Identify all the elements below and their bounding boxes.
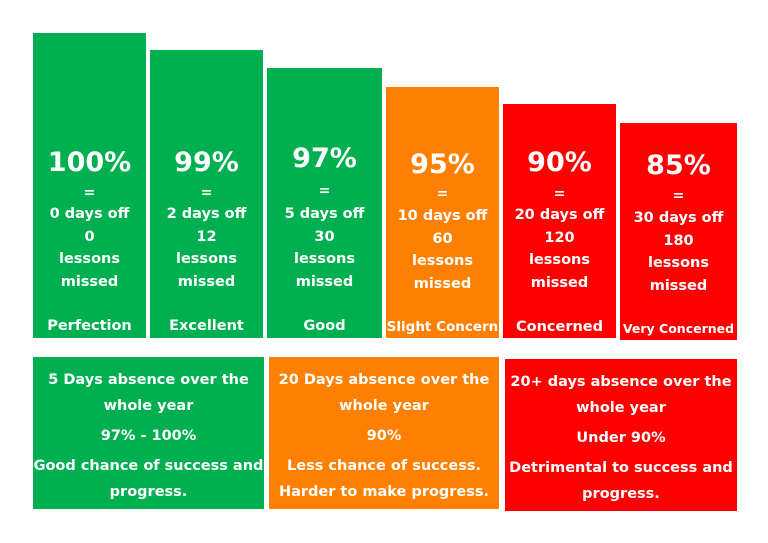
attendance-percent: 95% bbox=[410, 149, 475, 180]
attendance-rating: Good bbox=[303, 318, 346, 334]
equals-sign: = bbox=[200, 185, 213, 201]
attendance-rating: Perfection bbox=[47, 318, 132, 334]
summary-heading: 20 Days absence over the whole year bbox=[269, 357, 499, 419]
days-off: 2 days off bbox=[166, 206, 247, 222]
equals-sign: = bbox=[83, 185, 96, 201]
attendance-rating: Concerned bbox=[515, 319, 604, 335]
absence-detail: 30 days off 180 lessons missed bbox=[620, 207, 737, 297]
days-off: 10 days off bbox=[397, 208, 488, 224]
attendance-percent: 97% bbox=[292, 143, 357, 174]
summary-range: Under 90% bbox=[576, 430, 666, 446]
attendance-bar-100: 100% = 0 days off 0 lessons missed Perfe… bbox=[33, 33, 146, 338]
lessons-label: lessons bbox=[529, 252, 590, 268]
summary-heading: 20+ days absence over the whole year bbox=[505, 359, 737, 421]
lessons-count: 12 bbox=[196, 228, 217, 245]
attendance-percent: 100% bbox=[47, 147, 132, 178]
summary-outcome: Good chance of success and progress. bbox=[33, 453, 264, 505]
summary-outcome-line: Good chance of success and bbox=[33, 458, 264, 474]
attendance-percent: 99% bbox=[174, 147, 239, 178]
missed-label: missed bbox=[295, 273, 354, 290]
lessons-count: 180 bbox=[663, 232, 694, 249]
lessons-label: lessons bbox=[59, 251, 120, 267]
attendance-rating: Excellent bbox=[169, 318, 244, 334]
summary-outcome: Detrimental to success and progress. bbox=[505, 455, 737, 507]
summary-box-good: 5 Days absence over the whole year 97% -… bbox=[33, 357, 264, 509]
days-off: 5 days off bbox=[284, 206, 365, 222]
summary-heading-line: whole year bbox=[339, 398, 429, 414]
equals-sign: = bbox=[672, 188, 685, 204]
attendance-bar-97: 97% = 5 days off 30 lessons missed Good bbox=[267, 68, 382, 338]
missed-label: missed bbox=[177, 273, 236, 290]
lessons-label: lessons bbox=[648, 255, 709, 271]
attendance-percent: 85% bbox=[646, 150, 711, 181]
lessons-count: 60 bbox=[432, 230, 453, 247]
summary-range: 90% bbox=[366, 428, 402, 444]
summary-outcome-line: progress. bbox=[109, 484, 188, 500]
lessons-count: 120 bbox=[544, 229, 575, 246]
missed-label: missed bbox=[530, 274, 589, 291]
summary-outcome-line: progress. bbox=[582, 486, 660, 502]
summary-heading-line: whole year bbox=[576, 400, 666, 416]
absence-detail: 20 days off 120 lessons missed bbox=[503, 204, 616, 294]
lessons-label: lessons bbox=[176, 251, 237, 267]
lessons-label: lessons bbox=[412, 253, 473, 269]
missed-label: missed bbox=[413, 275, 472, 292]
equals-sign: = bbox=[436, 186, 449, 202]
attendance-rating: Very Concerned bbox=[622, 321, 735, 336]
attendance-bar-85: 85% = 30 days off 180 lessons missed Ver… bbox=[620, 123, 737, 340]
attendance-bar-90: 90% = 20 days off 120 lessons missed Con… bbox=[503, 104, 616, 338]
days-off: 0 days off bbox=[49, 206, 130, 222]
lessons-label: lessons bbox=[294, 251, 355, 267]
attendance-bar-99: 99% = 2 days off 12 lessons missed Excel… bbox=[150, 50, 263, 338]
summary-outcome-line: Harder to make progress. bbox=[278, 484, 490, 500]
summary-outcome-line: Less chance of success. bbox=[287, 458, 481, 474]
summary-outcome: Less chance of success. Harder to make p… bbox=[269, 453, 499, 505]
attendance-bar-95: 95% = 10 days off 60 lessons missed Slig… bbox=[386, 87, 499, 338]
attendance-rating: Slight Concern bbox=[386, 319, 499, 335]
missed-label: missed bbox=[649, 277, 708, 294]
absence-detail: 5 days off 30 lessons missed bbox=[267, 203, 382, 293]
summary-box-concern: 20 Days absence over the whole year 90% … bbox=[269, 357, 499, 509]
lessons-count: 0 bbox=[84, 228, 95, 245]
summary-range: 97% - 100% bbox=[100, 428, 197, 444]
summary-box-detrimental: 20+ days absence over the whole year Und… bbox=[505, 359, 737, 511]
days-off: 20 days off bbox=[514, 207, 605, 223]
summary-heading-line: 20+ days absence over the bbox=[510, 374, 732, 390]
lessons-count: 30 bbox=[314, 228, 335, 245]
absence-detail: 10 days off 60 lessons missed bbox=[386, 205, 499, 295]
missed-label: missed bbox=[60, 273, 119, 290]
summary-heading-line: whole year bbox=[103, 398, 194, 414]
summary-outcome-line: Detrimental to success and bbox=[509, 460, 733, 476]
summary-heading: 5 Days absence over the whole year bbox=[33, 357, 264, 419]
equals-sign: = bbox=[318, 183, 331, 199]
attendance-percent: 90% bbox=[527, 147, 592, 178]
summary-heading-line: 5 Days absence over the bbox=[48, 372, 249, 388]
equals-sign: = bbox=[553, 186, 566, 202]
summary-heading-line: 20 Days absence over the bbox=[278, 372, 490, 388]
absence-detail: 0 days off 0 lessons missed bbox=[33, 203, 146, 293]
days-off: 30 days off bbox=[633, 210, 724, 226]
absence-detail: 2 days off 12 lessons missed bbox=[150, 203, 263, 293]
